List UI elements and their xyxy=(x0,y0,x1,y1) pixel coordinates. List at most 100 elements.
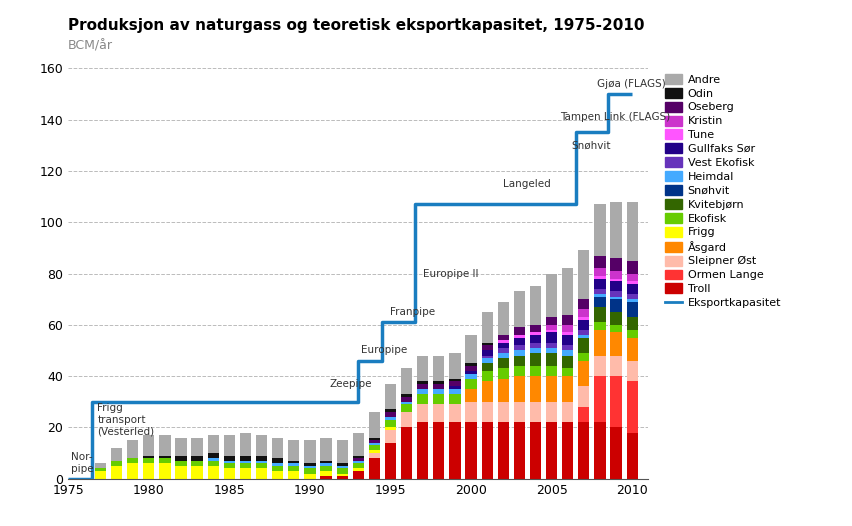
Bar xyxy=(449,379,460,381)
Bar xyxy=(384,384,395,409)
Bar xyxy=(513,376,525,402)
Bar xyxy=(529,366,540,376)
Bar xyxy=(465,379,476,389)
Text: Snøhvit: Snøhvit xyxy=(570,140,610,150)
Bar xyxy=(513,345,525,350)
Bar xyxy=(610,291,621,297)
Bar xyxy=(143,456,154,458)
Bar xyxy=(465,366,476,371)
Bar xyxy=(578,407,589,422)
Bar xyxy=(610,279,621,281)
Bar xyxy=(497,368,509,379)
Bar xyxy=(594,422,605,479)
Bar xyxy=(192,466,203,479)
Bar xyxy=(256,461,267,463)
Bar xyxy=(288,463,299,466)
Bar xyxy=(433,356,444,381)
Bar xyxy=(497,379,509,402)
Bar xyxy=(545,330,556,332)
Bar xyxy=(304,463,315,466)
Text: Europipe II: Europipe II xyxy=(423,268,478,279)
Bar xyxy=(417,394,428,404)
Bar xyxy=(545,317,556,325)
Text: Nor-
pipe: Nor- pipe xyxy=(72,452,94,474)
Bar xyxy=(545,422,556,479)
Bar xyxy=(497,358,509,368)
Bar xyxy=(626,284,637,294)
Bar xyxy=(223,435,235,456)
Bar xyxy=(320,466,331,471)
Bar xyxy=(368,440,380,443)
Bar xyxy=(304,473,315,479)
Bar xyxy=(529,376,540,402)
Bar xyxy=(594,297,605,307)
Bar xyxy=(594,276,605,279)
Bar xyxy=(368,450,380,453)
Bar xyxy=(578,338,589,353)
Bar xyxy=(529,286,540,325)
Bar xyxy=(610,297,621,299)
Bar xyxy=(610,427,621,479)
Bar xyxy=(497,302,509,335)
Bar xyxy=(449,386,460,389)
Bar xyxy=(288,461,299,463)
Bar xyxy=(578,335,589,338)
Bar xyxy=(223,469,235,479)
Bar xyxy=(561,376,573,402)
Bar xyxy=(561,335,573,345)
Bar xyxy=(465,389,476,402)
Bar xyxy=(561,402,573,422)
Bar xyxy=(529,348,540,353)
Bar xyxy=(481,345,492,350)
Bar xyxy=(192,456,203,461)
Bar xyxy=(626,338,637,361)
Bar xyxy=(561,268,573,315)
Bar xyxy=(545,274,556,317)
Bar xyxy=(400,402,412,404)
Bar xyxy=(400,397,412,402)
Bar xyxy=(545,343,556,348)
Bar xyxy=(207,466,219,479)
Bar xyxy=(223,456,235,461)
Bar xyxy=(497,422,509,479)
Bar xyxy=(465,373,476,379)
Bar xyxy=(207,458,219,461)
Bar xyxy=(384,443,395,479)
Bar xyxy=(417,422,428,479)
Text: BCM/år: BCM/år xyxy=(68,39,113,53)
Text: Produksjon av naturgass og teoretisk eksportkapasitet, 1975-2010: Produksjon av naturgass og teoretisk eks… xyxy=(68,18,644,34)
Bar xyxy=(497,353,509,358)
Bar xyxy=(513,356,525,366)
Bar xyxy=(352,461,364,463)
Text: Gjøa (FLAGS): Gjøa (FLAGS) xyxy=(596,79,665,89)
Bar xyxy=(481,371,492,381)
Bar xyxy=(465,371,476,373)
Bar xyxy=(127,440,138,458)
Bar xyxy=(561,332,573,335)
Bar xyxy=(239,463,250,469)
Legend: Andre, Odin, Oseberg, Kristin, Tune, Gullfaks Sør, Vest Ekofisk, Heimdal, Snøhvi: Andre, Odin, Oseberg, Kristin, Tune, Gul… xyxy=(665,74,780,308)
Bar xyxy=(529,343,540,348)
Bar xyxy=(594,289,605,294)
Bar xyxy=(143,435,154,456)
Bar xyxy=(626,361,637,381)
Bar xyxy=(545,348,556,353)
Bar xyxy=(578,386,589,407)
Bar xyxy=(481,402,492,422)
Bar xyxy=(578,361,589,386)
Bar xyxy=(465,402,476,422)
Bar xyxy=(497,402,509,422)
Bar xyxy=(368,438,380,440)
Bar xyxy=(272,438,283,458)
Bar xyxy=(529,325,540,332)
Bar xyxy=(610,258,621,271)
Bar xyxy=(127,463,138,479)
Bar xyxy=(433,394,444,404)
Bar xyxy=(159,463,170,479)
Bar xyxy=(545,376,556,402)
Bar xyxy=(352,463,364,469)
Bar xyxy=(417,404,428,422)
Bar xyxy=(272,466,283,471)
Bar xyxy=(626,432,637,479)
Bar xyxy=(320,461,331,463)
